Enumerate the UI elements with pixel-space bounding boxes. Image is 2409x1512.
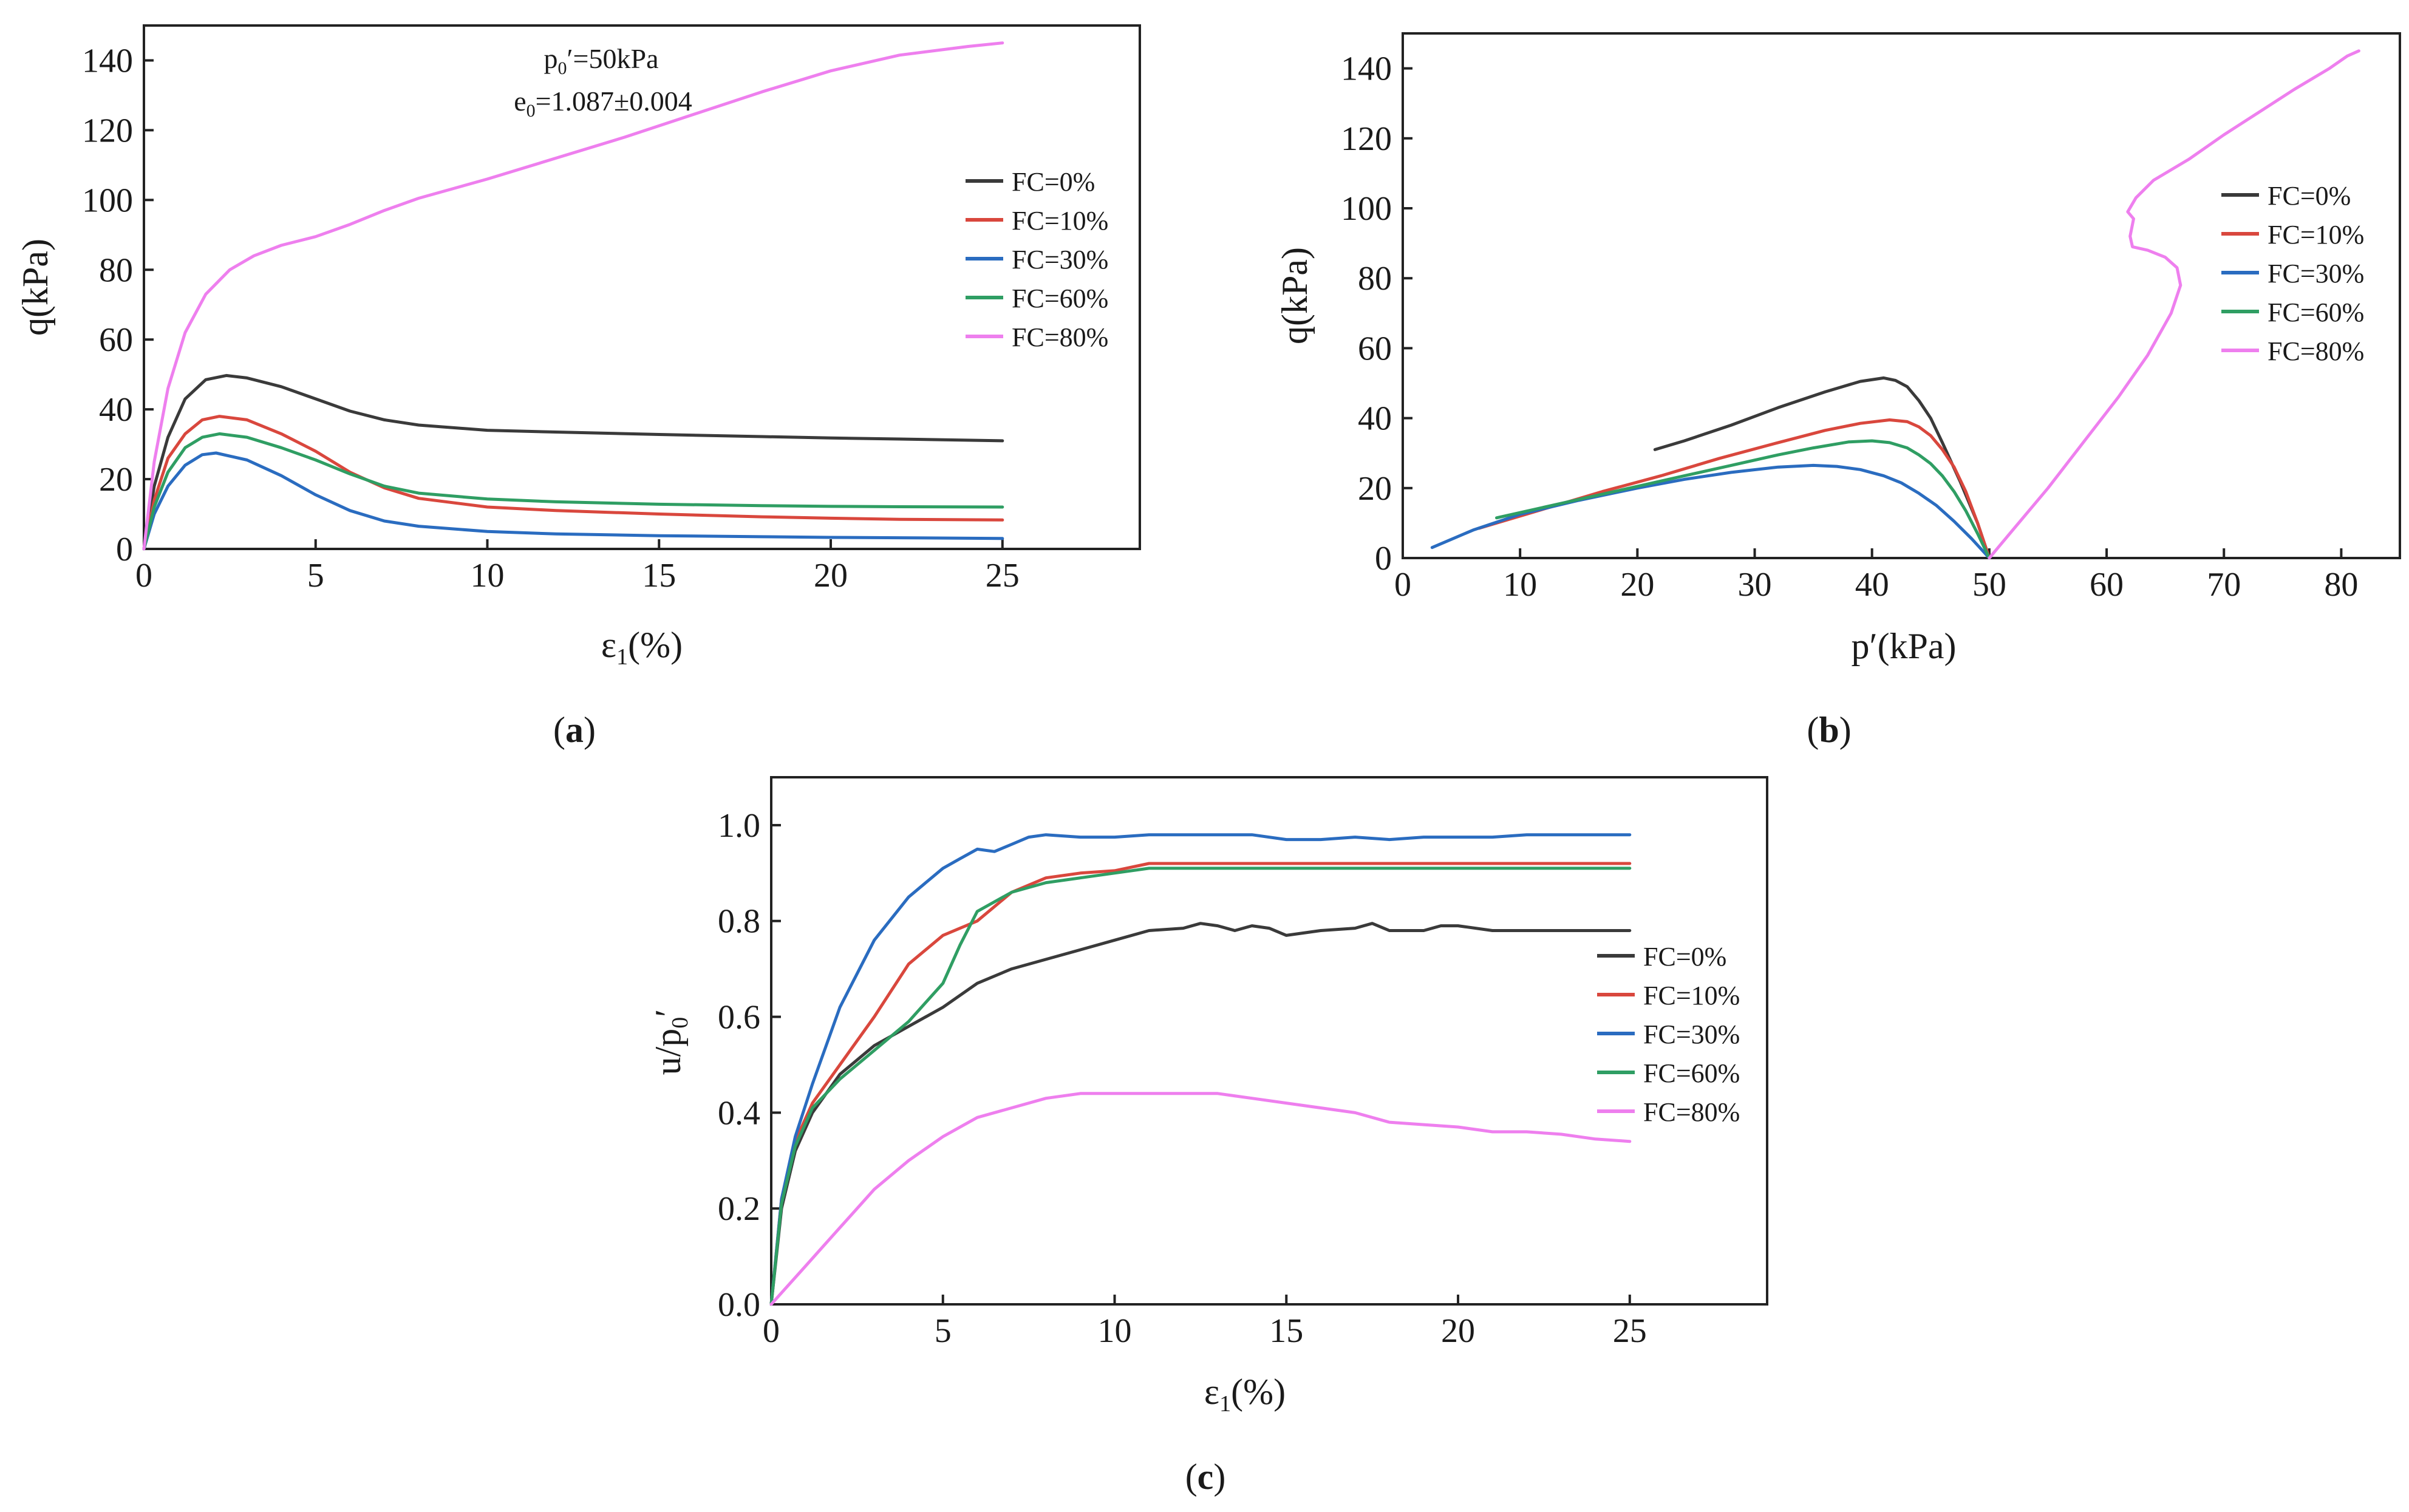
legend-label: FC=0% [2268,181,2351,211]
x-tick-label: 25 [986,557,1020,594]
legend-label: FC=80% [1012,322,1108,352]
legend-label: FC=80% [1643,1097,1740,1127]
series-line-fc80 [769,1092,1632,1306]
y-tick-label: 0.0 [718,1286,760,1324]
series-lines-a [142,41,1004,551]
x-tick-label: 15 [642,557,676,594]
annotation-p0: p0′=50kPa [543,43,658,78]
series-line-fc30 [1430,463,1991,560]
y-tick-label: 80 [99,251,133,289]
y-tick-label: 80 [1358,260,1392,298]
x-tick-label: 30 [1738,566,1772,604]
x-tick-label: 20 [1620,566,1654,604]
y-tick-label: 0 [1375,540,1392,577]
y-axis-label-b: q(kPa) [1275,247,1315,344]
x-tick-label: 20 [814,557,848,594]
legend-c: FC=0% FC=10% FC=30% FC=60% FC=80% [1597,942,1740,1127]
caption-c: (c) [1185,1457,1226,1497]
series-lines-c [769,833,1632,1306]
legend-label: FC=10% [2268,220,2364,250]
series-line-fc30 [142,451,1004,551]
x-tick-label: 10 [471,557,505,594]
legend-label: FC=60% [1643,1058,1740,1088]
y-tick-label: 120 [82,112,133,149]
caption-a: (a) [553,710,596,750]
series-lines-b [1430,49,2360,560]
series-line-fc60 [142,432,1004,551]
x-tick-label: 70 [2207,566,2241,604]
legend-a: FC=0% FC=10% FC=30% FC=60% FC=80% [966,167,1108,352]
x-tick-label: 10 [1098,1312,1132,1350]
x-tick-label: 10 [1503,566,1537,604]
x-tick-label: 0 [763,1312,780,1350]
ticks-b: 0 10 20 30 40 50 60 70 80 0 20 40 60 80 100 120 140 [1341,50,2358,604]
series-line-fc80 [1988,49,2360,560]
y-tick-label: 60 [1358,330,1392,367]
legend-label: FC=80% [2268,336,2364,366]
ticks-c: 0 5 10 15 20 25 0.0 0.2 0.4 0.6 0.8 1.0 [718,807,1647,1350]
legend-label: FC=0% [1012,167,1095,197]
y-tick-label: 20 [1358,470,1392,508]
x-tick-label: 5 [935,1312,952,1350]
x-tick-label: 25 [1613,1312,1647,1350]
series-line-fc10 [1477,418,1991,560]
series-line-fc60 [1495,439,1991,560]
legend-label: FC=10% [1643,981,1740,1010]
series-line-fc80 [142,41,1004,551]
x-tick-label: 80 [2324,566,2358,604]
y-tick-label: 0 [116,531,133,568]
legend-label: FC=30% [2268,259,2364,288]
x-tick-label: 60 [2090,566,2124,604]
y-tick-label: 1.0 [718,807,760,845]
legend-label: FC=60% [2268,298,2364,327]
y-axis-label-c: u/p0′ [648,1009,693,1075]
plot-frame-b [1402,32,2401,559]
series-line-fc60 [769,867,1632,1306]
series-line-fc30 [769,833,1632,1306]
series-line-fc0 [769,922,1632,1306]
x-tick-label: 20 [1441,1312,1475,1350]
legend-b: FC=0% FC=10% FC=30% FC=60% FC=80% [2221,181,2364,366]
series-line-fc0 [1653,376,1991,560]
ticks-a: 0 5 10 15 20 25 0 20 40 60 80 100 120 140 [82,42,1020,594]
legend-label: FC=10% [1012,206,1108,236]
y-tick-label: 140 [82,42,133,80]
x-tick-label: 15 [1269,1312,1303,1350]
x-axis-label-c: ε1(%) [1204,1372,1286,1417]
y-tick-label: 40 [99,391,133,429]
y-axis-label-a: q(kPa) [15,239,55,336]
y-tick-label: 0.8 [718,903,760,941]
legend-label: FC=30% [1643,1020,1740,1049]
series-line-fc0 [142,373,1004,551]
y-tick-label: 40 [1358,400,1392,438]
caption-b: (b) [1807,710,1851,750]
x-tick-label: 50 [1972,566,2006,604]
panel-a: 0 5 10 15 20 25 0 20 40 60 80 100 120 140 q(kPa) ε1(%… [15,24,1141,750]
panel-c: 0 5 10 15 20 25 0.0 0.2 0.4 0.6 0.8 1.0 u/p0′ ε1(%)… [648,776,1768,1497]
y-tick-label: 120 [1341,120,1392,158]
x-tick-label: 0 [135,557,152,594]
legend-label: FC=60% [1012,284,1108,313]
legend-label: FC=30% [1012,245,1108,274]
panel-b: 0 10 20 30 40 50 60 70 80 0 20 40 60 80 100 120 140 q(kP… [1275,32,2401,750]
y-tick-label: 20 [99,461,133,499]
x-axis-label-a: ε1(%) [601,625,683,670]
x-tick-label: 0 [1394,566,1411,604]
plot-frame-c [770,776,1768,1306]
y-tick-label: 0.2 [718,1190,760,1228]
x-axis-label-b: p′(kPa) [1851,626,1956,666]
y-tick-label: 140 [1341,50,1392,88]
plot-frame-a [143,24,1141,550]
y-tick-label: 0.6 [718,999,760,1037]
y-tick-label: 0.4 [718,1094,760,1132]
x-tick-label: 40 [1855,566,1889,604]
series-line-fc10 [142,415,1004,551]
x-tick-label: 5 [307,557,324,594]
y-tick-label: 60 [99,321,133,359]
y-tick-label: 100 [82,182,133,219]
y-tick-label: 100 [1341,190,1392,228]
annotation-e0: e0=1.087±0.004 [514,86,692,121]
legend-label: FC=0% [1643,942,1726,972]
